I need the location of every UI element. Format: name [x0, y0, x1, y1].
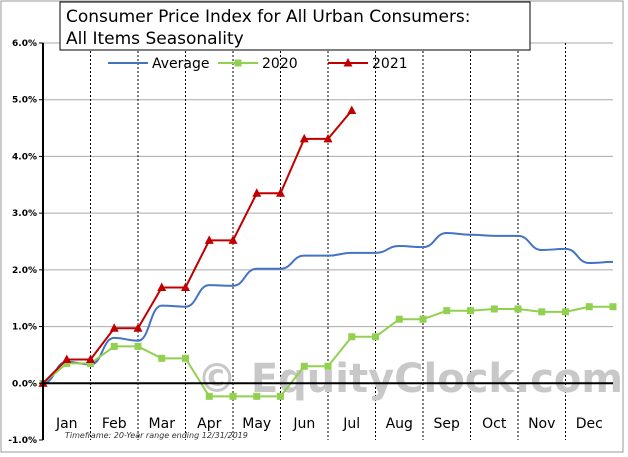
data-point-2020 [514, 305, 522, 313]
legend-marker-2020 [234, 59, 242, 67]
chart-title-line-1: Consumer Price Index for All Urban Consu… [66, 7, 471, 27]
data-point-2020 [63, 359, 71, 367]
data-point-2021 [86, 354, 95, 363]
data-point-2020 [490, 305, 498, 313]
chart-title-line-2: All Items Seasonality [66, 29, 244, 49]
y-tick-label: 6.0% [12, 39, 37, 49]
footnote-timeframe: Timeframe: 20-Year range ending 12/31/20… [65, 431, 248, 440]
x-tick-label: Mar [149, 416, 176, 432]
data-point-2020 [182, 354, 189, 362]
data-point-2020 [277, 392, 284, 400]
legend-label-2020: 2020 [262, 56, 298, 72]
x-tick-label: Oct [482, 416, 507, 432]
x-tick-label: Sep [434, 416, 461, 432]
data-point-2020 [324, 362, 332, 370]
data-point-2020 [609, 303, 617, 311]
x-tick-label: May [242, 416, 271, 432]
x-tick-label: Aug [386, 416, 413, 432]
data-point-2021 [299, 133, 309, 143]
x-tick-label: Jul [342, 416, 360, 432]
series-line-average [42, 231, 614, 385]
x-tick-label: Jan [55, 416, 78, 432]
data-point-2021 [62, 354, 72, 363]
y-tick-label: 1.0% [12, 323, 37, 333]
data-point-2020 [419, 315, 427, 323]
y-tick-label: 2.0% [12, 266, 37, 276]
data-point-2020 [348, 333, 356, 341]
legend-label-Average: Average [152, 56, 210, 72]
y-tick-label: 4.0% [12, 152, 37, 162]
legend-marker-2021 [343, 58, 353, 67]
y-tick-label: 0.0% [12, 379, 37, 389]
data-point-2021 [181, 282, 190, 291]
data-point-2020 [585, 303, 593, 311]
x-tick-label: Nov [528, 416, 555, 432]
x-tick-label: Feb [102, 416, 127, 432]
watermark: © EquityClock.com [197, 356, 623, 402]
data-point-2020 [87, 359, 94, 367]
data-point-2020 [443, 307, 451, 315]
data-point-2021 [252, 188, 262, 197]
series-line-2021 [42, 109, 353, 384]
x-tick-label: Apr [197, 416, 221, 432]
data-point-2020 [372, 333, 379, 341]
data-point-2021 [157, 282, 167, 291]
data-point-2021 [109, 323, 119, 332]
y-tick-label: -1.0% [8, 436, 37, 446]
data-point-2021 [323, 133, 333, 143]
data-point-2020 [158, 354, 166, 362]
legend-label-2021: 2021 [372, 56, 408, 72]
data-point-2021 [347, 105, 357, 114]
data-point-2020 [467, 307, 474, 315]
data-point-2021 [133, 323, 143, 332]
y-tick-label: 5.0% [12, 96, 37, 106]
data-point-2020 [229, 392, 237, 400]
y-tick-label: 3.0% [12, 209, 37, 219]
data-point-2020 [538, 308, 546, 316]
data-point-2020 [134, 342, 142, 350]
title-box [59, 1, 531, 51]
x-tick-label: Dec [576, 416, 603, 432]
x-tick-label: Jun [292, 416, 315, 432]
data-point-2020 [562, 308, 569, 316]
data-point-2020 [205, 392, 213, 400]
data-point-2020 [300, 362, 308, 370]
data-point-2020 [395, 315, 403, 323]
data-point-2021 [276, 188, 285, 197]
data-point-2020 [253, 392, 261, 400]
data-point-2020 [110, 342, 118, 350]
data-point-2021 [204, 235, 214, 244]
data-point-2021 [228, 235, 238, 244]
